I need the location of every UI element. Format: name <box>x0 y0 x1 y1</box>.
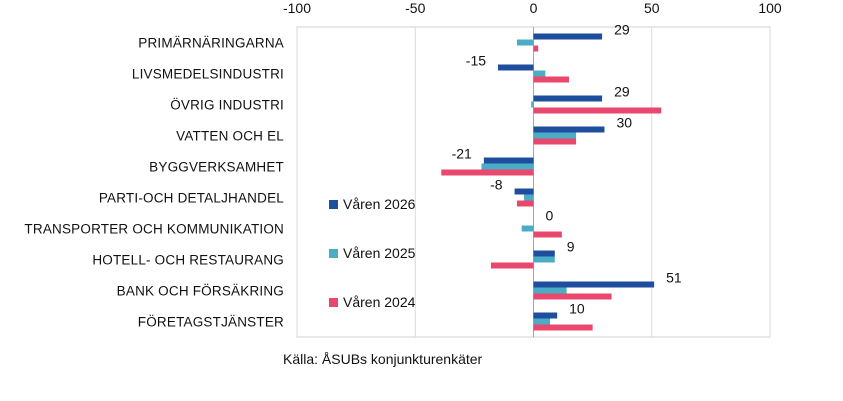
bar-våren-2024 <box>533 324 593 331</box>
category-label: PRIMÄRNÄRINGARNA <box>138 36 284 51</box>
bar-våren-2025 <box>481 163 534 170</box>
bar-våren-2026 <box>483 157 534 164</box>
data-label: 29 <box>614 22 630 38</box>
legend: Våren 2026 Våren 2025 Våren 2024 <box>329 196 416 310</box>
bar-våren-2026 <box>533 250 555 257</box>
data-label: 30 <box>616 115 632 131</box>
category-label: PARTI-OCH DETALJHANDEL <box>99 191 284 206</box>
category-labels: PRIMÄRNÄRINGARNA LIVSMEDELSINDUSTRI ÖVRIG … <box>24 36 284 330</box>
bar-våren-2024 <box>533 138 577 145</box>
legend-label: Våren 2026 <box>343 196 416 212</box>
bar-våren-2024 <box>533 45 539 52</box>
bar-våren-2026 <box>533 126 605 133</box>
bar-våren-2024 <box>441 169 534 176</box>
bar-våren-2025 <box>531 101 534 108</box>
category-label: BYGGVERKSAMHET <box>149 160 284 175</box>
category-label: LIVSMEDELSINDUSTRI <box>132 67 284 82</box>
bar-våren-2026 <box>514 188 534 195</box>
x-tick-label: -50 <box>405 0 425 16</box>
x-tick-label: -100 <box>283 0 311 16</box>
legend-swatch <box>329 200 338 209</box>
bar-våren-2025 <box>521 225 534 232</box>
legend-swatch <box>329 249 338 258</box>
bar-våren-2024 <box>533 107 662 114</box>
x-tick-label: 0 <box>530 0 538 16</box>
bar-våren-2024 <box>533 293 612 300</box>
category-label: HOTELL- OCH RESTAURANG <box>92 253 284 268</box>
bar-våren-2026 <box>498 64 534 71</box>
data-label: 0 <box>546 208 554 224</box>
data-label: 51 <box>666 270 682 286</box>
bar-våren-2026 <box>533 33 603 40</box>
bar-våren-2026 <box>533 312 558 319</box>
bar-våren-2026 <box>533 95 603 102</box>
data-label: 29 <box>614 84 630 100</box>
data-label: 10 <box>569 301 585 317</box>
bar-våren-2024 <box>490 262 534 269</box>
data-label: 9 <box>567 239 575 255</box>
legend-label: Våren 2025 <box>343 245 416 261</box>
bar-våren-2025 <box>516 39 534 46</box>
bar-våren-2024 <box>516 200 534 207</box>
data-label: -21 <box>452 146 472 162</box>
x-axis-tick-labels: -100 -50 0 50 100 <box>283 0 782 16</box>
bar-våren-2025 <box>533 318 551 325</box>
bar-våren-2025 <box>533 70 546 77</box>
data-label: -15 <box>466 53 486 69</box>
category-label: BANK OCH FÖRSÄKRING <box>117 284 284 299</box>
category-label: ÖVRIG INDUSTRI <box>170 98 284 113</box>
x-tick-label: 50 <box>644 0 660 16</box>
category-label: TRANSPORTER OCH KOMMUNIKATION <box>24 222 284 237</box>
data-labels: 29 -15 29 30 -21 -8 09 51 10 <box>452 22 682 317</box>
legend-swatch <box>329 298 338 307</box>
bar-våren-2026 <box>533 281 655 288</box>
bar-våren-2025 <box>533 256 555 263</box>
data-label: -8 <box>490 177 503 193</box>
x-tick-label: 100 <box>758 0 782 16</box>
bars <box>441 33 662 331</box>
category-label: VATTEN OCH EL <box>176 129 284 144</box>
category-label: FÖRETAGSTJÄNSTER <box>138 315 284 330</box>
bar-våren-2024 <box>533 231 562 238</box>
bar-våren-2024 <box>533 76 569 83</box>
source-note: Källa: ÅSUBs konjunkturenkäter <box>283 351 483 367</box>
bar-våren-2025 <box>533 287 567 294</box>
legend-label: Våren 2024 <box>343 294 416 310</box>
bar-våren-2025 <box>524 194 534 201</box>
bar-våren-2025 <box>533 132 577 139</box>
